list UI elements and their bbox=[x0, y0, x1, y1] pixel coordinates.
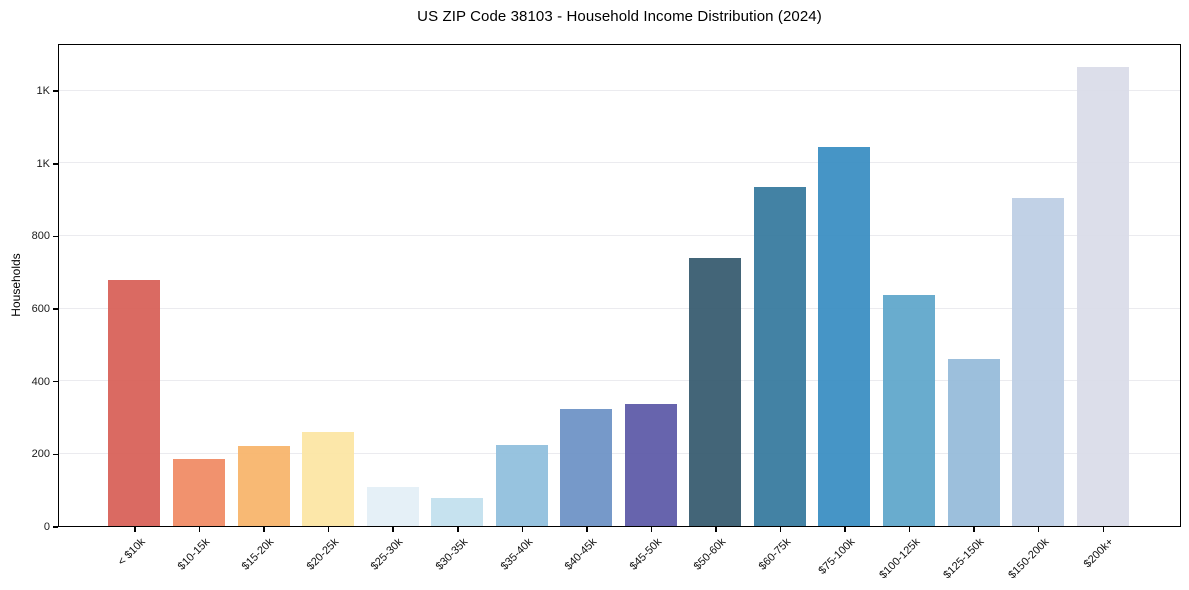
ytick-label-600: 600 bbox=[31, 303, 50, 316]
bar--30-35k bbox=[431, 498, 484, 526]
xtick-label--200k+: $200k+ bbox=[1081, 536, 1116, 571]
xtick-label--45-50k: $45-50k bbox=[627, 536, 664, 573]
ytick-label-200: 200 bbox=[31, 448, 50, 461]
xtick-label--25-30k: $25-30k bbox=[369, 536, 406, 573]
xtick-mark-6 bbox=[521, 527, 524, 532]
ytick-mark-1200 bbox=[53, 90, 58, 92]
xtick-label--10-15k: $10-15k bbox=[175, 536, 213, 573]
xtick-mark-13 bbox=[973, 527, 975, 532]
xtick-label--60-75k: $60-75k bbox=[756, 536, 793, 573]
ytick-mark-800 bbox=[53, 235, 58, 238]
xtick-mark-9 bbox=[715, 527, 717, 532]
bar--125-150k bbox=[947, 359, 1000, 526]
xtick-mark-5 bbox=[457, 527, 459, 532]
bar--35-40k bbox=[495, 445, 548, 526]
gridline-200 bbox=[59, 452, 1180, 454]
bar--200k+ bbox=[1076, 66, 1129, 526]
ytick-mark-600 bbox=[53, 308, 58, 310]
gridline-600 bbox=[59, 307, 1180, 309]
bar--40-45k bbox=[560, 409, 613, 526]
xtick-mark-11 bbox=[844, 527, 846, 532]
xtick-mark-0 bbox=[134, 527, 136, 532]
xtick-label--75-100k: $75-100k bbox=[816, 536, 858, 577]
chart-title: US ZIP Code 38103 - Household Income Dis… bbox=[417, 8, 822, 25]
ytick-mark-400 bbox=[53, 380, 58, 383]
xtick-mark-3 bbox=[327, 527, 330, 532]
gridline-800 bbox=[59, 234, 1180, 236]
bar--100-125k bbox=[883, 294, 935, 526]
xtick-mark-4 bbox=[392, 527, 394, 532]
bar--50-60k bbox=[689, 257, 742, 526]
xtick-mark-14 bbox=[1037, 527, 1040, 532]
bar--45-50k bbox=[624, 404, 677, 526]
xtick-label--35-40k: $35-40k bbox=[498, 536, 535, 573]
xtick-mark-12 bbox=[908, 527, 911, 532]
xtick-mark-1 bbox=[198, 527, 201, 532]
bar--10k bbox=[108, 279, 161, 526]
xtick-label--150-200k: $150-200k bbox=[1005, 536, 1052, 582]
xtick-mark-8 bbox=[650, 527, 653, 532]
plot-area bbox=[58, 44, 1181, 527]
xtick-label--50-60k: $50-60k bbox=[691, 536, 729, 573]
bar--150-200k bbox=[1012, 198, 1065, 526]
ytick-mark-0 bbox=[53, 526, 58, 528]
xtick-label--125-150k: $125-150k bbox=[941, 536, 987, 582]
xtick-label--10k: < $10k bbox=[115, 536, 148, 569]
gridline-400 bbox=[59, 380, 1180, 382]
bar--15-20k bbox=[237, 446, 290, 526]
ytick-mark-200 bbox=[53, 453, 58, 456]
ytick-label-1200: 1K bbox=[36, 85, 50, 98]
gridline-1000 bbox=[59, 162, 1180, 164]
xtick-label--100-125k: $100-125k bbox=[876, 536, 923, 582]
gridline-1200 bbox=[59, 89, 1180, 91]
xtick-label--20-25k: $20-25k bbox=[304, 536, 342, 573]
xtick-label--15-20k: $15-20k bbox=[239, 536, 277, 573]
bar--60-75k bbox=[753, 186, 806, 526]
xtick-mark-15 bbox=[1102, 527, 1104, 532]
ytick-label-400: 400 bbox=[31, 375, 50, 388]
xtick-label--30-35k: $30-35k bbox=[433, 536, 471, 573]
ytick-label-1000: 1K bbox=[36, 157, 50, 170]
xtick-mark-7 bbox=[586, 527, 588, 532]
bar--25-30k bbox=[366, 487, 419, 526]
bar--75-100k bbox=[818, 147, 871, 526]
bar--20-25k bbox=[302, 432, 355, 526]
bar--10-15k bbox=[172, 458, 225, 526]
xtick-mark-10 bbox=[779, 527, 782, 532]
ytick-mark-1000 bbox=[53, 163, 58, 165]
xtick-label--40-45k: $40-45k bbox=[562, 536, 600, 573]
ytick-label-800: 800 bbox=[31, 230, 50, 243]
xtick-mark-2 bbox=[263, 527, 265, 532]
ytick-label-0: 0 bbox=[43, 521, 50, 533]
